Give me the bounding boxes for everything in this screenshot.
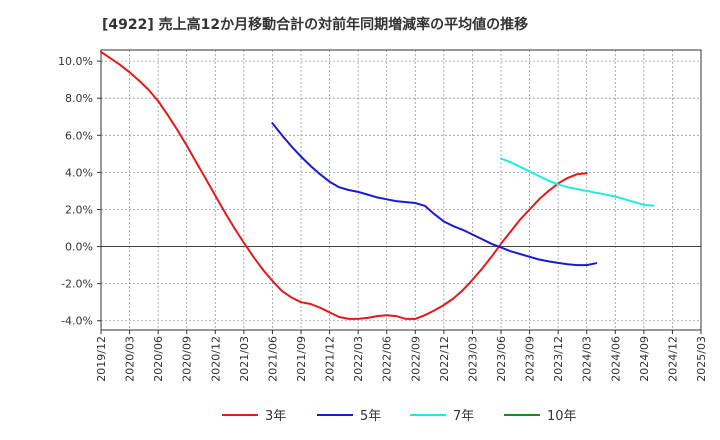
- x-tick-label: 2020/06: [152, 336, 165, 382]
- legend-label-10年: 10年: [547, 409, 577, 424]
- x-tick-label: 2020/09: [181, 336, 194, 382]
- x-tick-label: 2021/03: [238, 336, 251, 382]
- series-line-3年: [100, 50, 588, 320]
- series-line-7年: [500, 157, 655, 207]
- x-tick-label: 2024/03: [581, 336, 594, 382]
- x-tick-label: 2021/09: [295, 336, 308, 382]
- x-tick-label: 2023/12: [552, 336, 565, 382]
- y-tick-label: 0.0%: [65, 241, 93, 254]
- x-tick-label: 2025/03: [695, 336, 708, 382]
- y-tick-label: 4.0%: [65, 166, 93, 179]
- x-tick-label: 2019/12: [95, 336, 108, 382]
- y-tick-label: -4.0%: [61, 315, 93, 328]
- x-tick-label: 2021/12: [324, 336, 337, 382]
- x-tick-label: 2024/09: [638, 336, 651, 382]
- chart-title: [4922] 売上高12か月移動合計の対前年同期増減率の平均値の推移: [102, 17, 529, 33]
- y-tick-label: 10.0%: [58, 55, 93, 68]
- x-tick-label: 2021/06: [266, 336, 279, 382]
- x-tick-label: 2023/03: [466, 336, 479, 382]
- x-tick-label: 2022/06: [381, 336, 394, 382]
- legend-label-3年: 3年: [265, 409, 286, 424]
- y-tick-label: -2.0%: [61, 278, 93, 291]
- y-tick-label: 6.0%: [65, 129, 93, 142]
- series-line-5年: [271, 122, 598, 267]
- plot-area-frame: [100, 49, 702, 331]
- legend: 3年 5年 7年 10年: [222, 409, 577, 424]
- x-tick-label: 2022/03: [352, 336, 365, 382]
- grid: [100, 50, 702, 330]
- y-axis-ticks: 10.0% 8.0% 6.0% 4.0% 2.0% 0.0% -2.0% -4.0%: [58, 55, 101, 328]
- x-tick-label: 2022/12: [438, 336, 451, 382]
- y-tick-label: 2.0%: [65, 203, 93, 216]
- legend-label-7年: 7年: [453, 409, 474, 424]
- x-tick-label: 2024/06: [609, 336, 622, 382]
- y-tick-label: 8.0%: [65, 92, 93, 105]
- x-axis-ticks: 2019/12 2020/03 2020/06 2020/09 2020/12 2021/…: [95, 330, 708, 382]
- x-tick-label: 2023/09: [524, 336, 537, 382]
- series-lines: [100, 50, 655, 320]
- x-tick-label: 2020/03: [124, 336, 137, 382]
- x-tick-label: 2023/06: [495, 336, 508, 382]
- x-tick-label: 2020/12: [209, 336, 222, 382]
- x-tick-label: 2024/12: [666, 336, 679, 382]
- legend-label-5年: 5年: [360, 409, 381, 424]
- x-tick-label: 2022/09: [409, 336, 422, 382]
